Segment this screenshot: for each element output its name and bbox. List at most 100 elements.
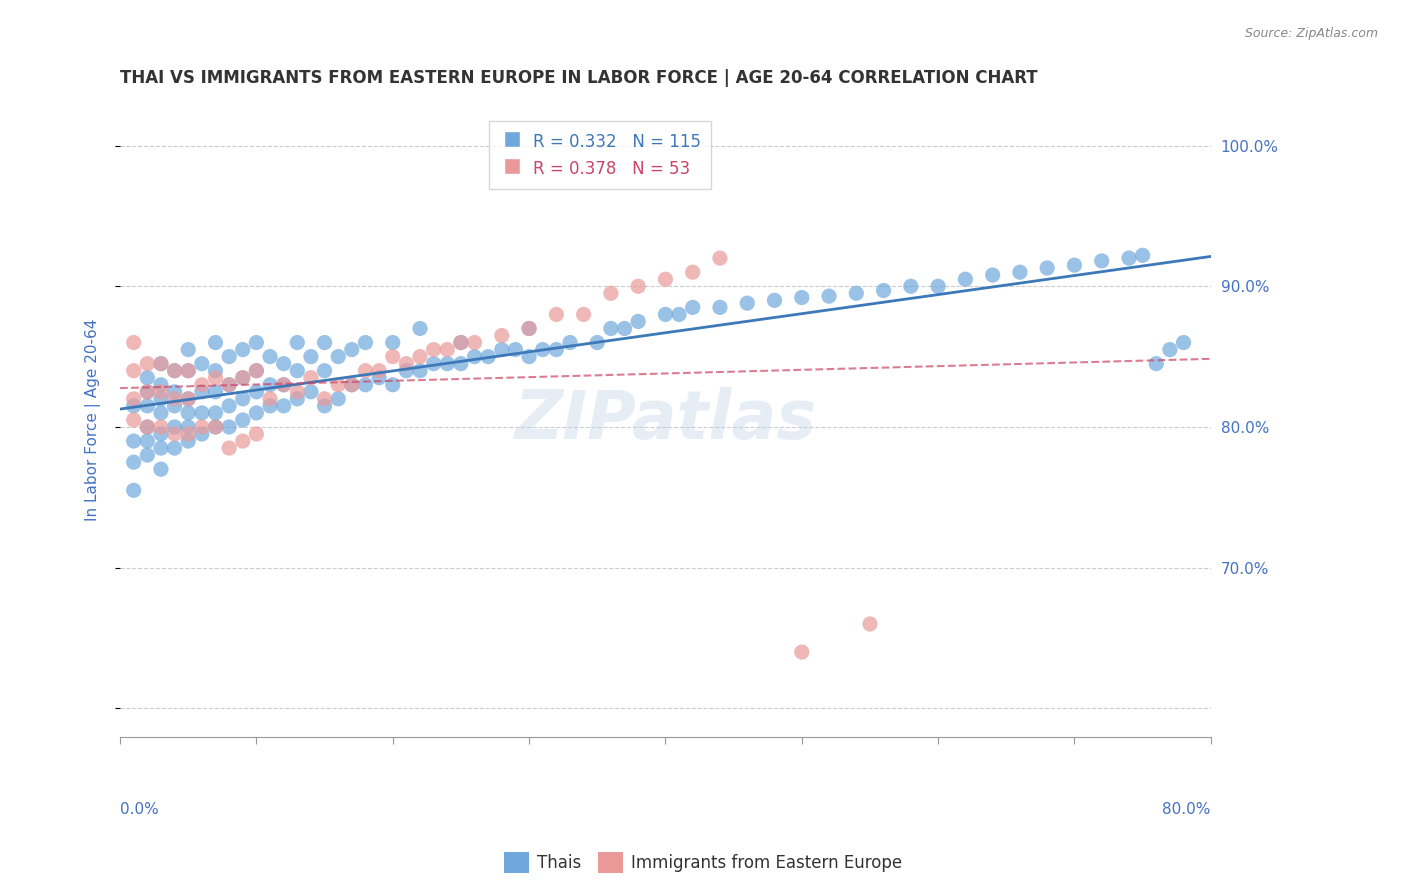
Point [149,392,172,406]
Legend: R = 0.332   N = 115, R = 0.378   N = 53: R = 0.332 N = 115, R = 0.378 N = 53 [489,121,710,188]
Point [517,350,540,364]
Point [682,301,704,315]
Point [450,335,472,350]
Point [191,384,214,399]
Point [122,364,145,378]
Point [122,434,145,448]
Point [464,335,486,350]
Point [790,645,813,659]
Point [299,384,322,399]
Point [191,427,214,442]
Point [572,307,595,321]
Point [491,328,513,343]
Point [218,441,240,455]
Point [149,441,172,455]
Point [340,343,363,357]
Point [149,357,172,371]
Point [927,279,949,293]
Point [245,427,267,442]
Point [354,364,377,378]
Point [477,350,499,364]
Point [273,399,295,413]
Point [245,335,267,350]
Point [163,384,186,399]
Point [546,343,568,357]
Point [1063,258,1085,272]
Point [177,343,200,357]
Point [245,384,267,399]
Point [136,399,159,413]
Point [204,420,226,434]
Point [232,392,254,406]
Point [285,335,308,350]
Text: THAI VS IMMIGRANTS FROM EASTERN EUROPE IN LABOR FORCE | AGE 20-64 CORRELATION CH: THAI VS IMMIGRANTS FROM EASTERN EUROPE I… [120,69,1038,87]
Point [136,357,159,371]
Point [299,350,322,364]
Point [285,364,308,378]
Point [204,335,226,350]
Point [709,251,731,265]
Point [491,343,513,357]
Text: 0.0%: 0.0% [120,802,159,817]
Point [409,364,432,378]
Point [505,343,527,357]
Point [163,420,186,434]
Point [163,427,186,442]
Point [613,321,636,335]
Point [149,462,172,476]
Point [177,364,200,378]
Text: ZIPatlas: ZIPatlas [515,387,817,453]
Point [177,434,200,448]
Point [136,370,159,384]
Point [422,357,444,371]
Point [981,268,1004,282]
Point [381,350,404,364]
Point [709,301,731,315]
Point [204,420,226,434]
Point [517,321,540,335]
Point [381,377,404,392]
Point [436,357,458,371]
Point [259,399,281,413]
Point [845,286,868,301]
Text: Source: ZipAtlas.com: Source: ZipAtlas.com [1244,27,1378,40]
Point [299,370,322,384]
Point [232,413,254,427]
Point [1118,251,1140,265]
Point [314,399,336,413]
Point [259,377,281,392]
Point [273,357,295,371]
Point [546,307,568,321]
Point [149,427,172,442]
Y-axis label: In Labor Force | Age 20-64: In Labor Force | Age 20-64 [86,318,101,521]
Point [122,483,145,498]
Point [191,420,214,434]
Point [395,364,418,378]
Point [354,377,377,392]
Point [818,289,841,303]
Point [531,343,554,357]
Point [149,384,172,399]
Point [218,377,240,392]
Point [859,617,882,632]
Point [654,272,676,286]
Point [122,399,145,413]
Point [191,377,214,392]
Point [1159,343,1181,357]
Point [149,420,172,434]
Point [204,364,226,378]
Point [204,384,226,399]
Point [517,321,540,335]
Point [285,384,308,399]
Point [136,434,159,448]
Point [191,357,214,371]
Point [163,392,186,406]
Point [654,307,676,321]
Point [381,335,404,350]
Point [682,265,704,279]
Point [328,377,350,392]
Point [204,370,226,384]
Point [204,406,226,420]
Point [599,321,621,335]
Point [340,377,363,392]
